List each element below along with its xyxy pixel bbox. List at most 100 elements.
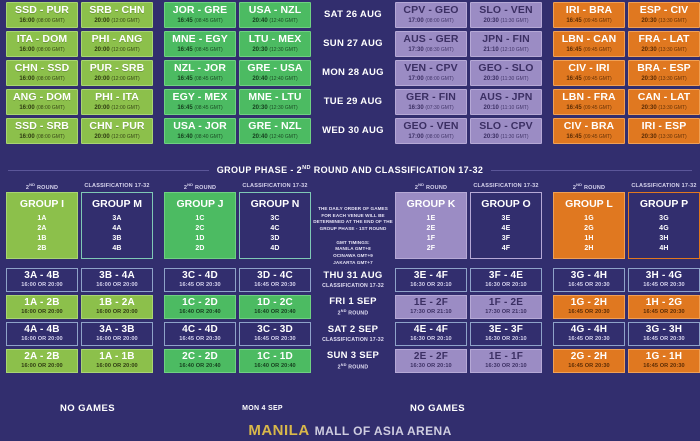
- match-cell[interactable]: 1F - 2E 17:30 OR 21:10: [470, 294, 542, 319]
- fixture-gmt: (12:00 GMT): [111, 17, 140, 24]
- match-cell[interactable]: 3H - 4G 16:45 OR 20:30: [628, 267, 700, 292]
- group-slot: 4E: [501, 224, 511, 232]
- fixture-time: 17:30 (08:30 GMT): [408, 46, 454, 53]
- group-box[interactable]: GROUP N 3C 4C 3D 4D: [239, 192, 311, 259]
- fixture-cell[interactable]: SLO - CPV 20:30 (11:30 GMT): [470, 117, 542, 144]
- fixture-cell[interactable]: GEO - VEN 17:00 (08:00 GMT): [395, 117, 467, 144]
- fixture-cell[interactable]: GRE - NZL 20:40 (12:40 GMT): [239, 117, 311, 144]
- fixture-cell[interactable]: CIV - BRA 16:45 (09:45 GMT): [553, 117, 625, 144]
- fixture-gmt: (13:30 GMT): [658, 104, 687, 111]
- match-cell[interactable]: 1G - 1H 16:45 OR 20:30: [628, 348, 700, 373]
- fixture-cell[interactable]: CPV - GEO 17:00 (08:00 GMT): [395, 1, 467, 28]
- fixture-cell[interactable]: CAN - LAT 20:30 (13:30 GMT): [628, 88, 700, 115]
- match-cell[interactable]: 1C - 1D 16:40 OR 20:40: [239, 348, 311, 373]
- fixture-cell[interactable]: LBN - FRA 16:45 (09:45 GMT): [553, 88, 625, 115]
- match-cell[interactable]: 3C - 4D 16:45 OR 20:30: [164, 267, 236, 292]
- match-cell[interactable]: 3B - 4A 16:00 OR 20:00: [81, 267, 153, 292]
- group-box[interactable]: GROUP M 3A 4A 3B 4B: [81, 192, 153, 259]
- fixture-cell[interactable]: PUR - SRB 20:00 (12:00 GMT): [81, 59, 153, 86]
- match-cell[interactable]: 1B - 2A 16:00 OR 20:00: [81, 294, 153, 319]
- match-cell[interactable]: 3A - 3B 16:00 OR 20:00: [81, 321, 153, 346]
- match-cell[interactable]: 1G - 2H 16:45 OR 20:30: [553, 294, 625, 319]
- fixture-cell[interactable]: ESP - CIV 20:30 (13:30 GMT): [628, 1, 700, 28]
- fixture-cell[interactable]: SLO - VEN 20:30 (11:30 GMT): [470, 1, 542, 28]
- fixture-cell[interactable]: JOR - GRE 16:45 (08:45 GMT): [164, 1, 236, 28]
- section-title-b: ROUND AND CLASSIFICATION 17-32: [310, 165, 484, 175]
- fixture-cell[interactable]: USA - JOR 16:40 (08:40 GMT): [164, 117, 236, 144]
- fixture-cell[interactable]: FRA - LAT 20:30 (13:30 GMT): [628, 30, 700, 57]
- match-cell[interactable]: 1A - 1B 16:00 OR 20:00: [81, 348, 153, 373]
- match-cell[interactable]: 2A - 2B 16:00 OR 20:00: [6, 348, 78, 373]
- fixture-cell[interactable]: ANG - DOM 16:00 (08:00 GMT): [6, 88, 78, 115]
- fixture-time: 16:45 (08:45 GMT): [177, 104, 223, 111]
- match-teams: 1G - 1H: [645, 350, 683, 362]
- group-box[interactable]: GROUP P 3G 4G 3H 4H: [628, 192, 700, 259]
- fixture-cell[interactable]: SSD - SRB 16:00 (08:00 GMT): [6, 117, 78, 144]
- match-cell[interactable]: 1A - 2B 16:00 OR 20:00: [6, 294, 78, 319]
- fixture-time: 16:45 (09:45 GMT): [566, 75, 612, 82]
- fixture-cell[interactable]: LBN - CAN 16:45 (09:45 GMT): [553, 30, 625, 57]
- match-cell[interactable]: 1E - 2F 17:30 OR 21:10: [395, 294, 467, 319]
- fixture-cell[interactable]: SRB - CHN 20:00 (12:00 GMT): [81, 1, 153, 28]
- fixture-cell[interactable]: USA - NZL 20:40 (12:40 GMT): [239, 1, 311, 28]
- match-cell[interactable]: 3D - 4C 16:45 OR 20:30: [239, 267, 311, 292]
- match-cell[interactable]: 3C - 3D 16:45 OR 20:30: [239, 321, 311, 346]
- match-cell[interactable]: 3F - 4E 16:30 OR 20:10: [470, 267, 542, 292]
- match-cell[interactable]: 2E - 2F 16:30 OR 20:10: [395, 348, 467, 373]
- group-name: GROUP M: [92, 198, 142, 210]
- match-cell[interactable]: 4G - 4H 16:45 OR 20:30: [553, 321, 625, 346]
- fixture-cell[interactable]: AUS - GER 17:30 (08:30 GMT): [395, 30, 467, 57]
- fixture-cell[interactable]: JPN - FIN 21:10 (12:10 GMT): [470, 30, 542, 57]
- fixture-cell[interactable]: SSD - PUR 16:00 (08:00 GMT): [6, 1, 78, 28]
- fixture-cell[interactable]: ITA - DOM 16:00 (08:00 GMT): [6, 30, 78, 57]
- fixture-cell[interactable]: GEO - SLO 20:30 (11:30 GMT): [470, 59, 542, 86]
- match-cell[interactable]: 2G - 2H 16:45 OR 20:30: [553, 348, 625, 373]
- fixture-cell[interactable]: IRI - ESP 20:30 (13:30 GMT): [628, 117, 700, 144]
- fixture-cell[interactable]: MNE - EGY 16:45 (08:45 GMT): [164, 30, 236, 57]
- match-cell[interactable]: 4A - 4B 16:00 OR 20:00: [6, 321, 78, 346]
- fixture-time: 20:30 (13:30 GMT): [641, 46, 687, 53]
- fixture-cell[interactable]: GER - FIN 16:30 (07:30 GMT): [395, 88, 467, 115]
- fixture-time: 16:00 (08:00 GMT): [19, 17, 65, 24]
- match-time: 16:00 OR 20:00: [96, 335, 138, 342]
- fixture-cell[interactable]: AUS - JPN 20:10 (11:10 GMT): [470, 88, 542, 115]
- fixture-cell[interactable]: CIV - IRI 16:45 (09:45 GMT): [553, 59, 625, 86]
- fixture-cell[interactable]: MNE - LTU 20:30 (12:30 GMT): [239, 88, 311, 115]
- match-cell[interactable]: 1D - 2C 16:40 OR 20:40: [239, 294, 311, 319]
- fixture-teams: LBN - CAN: [561, 33, 617, 46]
- fixture-time: 20:30 (13:30 GMT): [641, 104, 687, 111]
- fixture-cell[interactable]: BRA - ESP 20:30 (13:30 GMT): [628, 59, 700, 86]
- fixture-cell[interactable]: NZL - JOR 16:45 (08:45 GMT): [164, 59, 236, 86]
- fixture-cell[interactable]: CHN - PUR 20:00 (12:00 GMT): [81, 117, 153, 144]
- fixture-cell[interactable]: CHN - SSD 16:00 (08:00 GMT): [6, 59, 78, 86]
- match-cell[interactable]: 3E - 3F 16:30 OR 20:10: [470, 321, 542, 346]
- match-cell[interactable]: 2C - 2D 16:40 OR 20:40: [164, 348, 236, 373]
- fixture-cell[interactable]: PHI - ITA 20:00 (12:00 GMT): [81, 88, 153, 115]
- match-cell[interactable]: 3G - 3H 16:45 OR 20:30: [628, 321, 700, 346]
- match-cell[interactable]: 4C - 4D 16:45 OR 20:30: [164, 321, 236, 346]
- match-cell[interactable]: 3E - 4F 16:30 OR 20:10: [395, 267, 467, 292]
- group-box[interactable]: GROUP I 1A 2A 1B 2B: [6, 192, 78, 259]
- fixture-cell[interactable]: VEN - CPV 17:00 (08:00 GMT): [395, 59, 467, 86]
- fixture-gmt: (13:30 GMT): [658, 46, 687, 53]
- match-cell[interactable]: 1H - 2G 16:45 OR 20:30: [628, 294, 700, 319]
- match-cell[interactable]: 3G - 4H 16:45 OR 20:30: [553, 267, 625, 292]
- group-box[interactable]: GROUP O 3E 4E 3F 4F: [470, 192, 542, 259]
- fixture-cell[interactable]: LTU - MEX 20:30 (12:30 GMT): [239, 30, 311, 57]
- group-box[interactable]: GROUP K 1E 2E 1F 2F: [395, 192, 467, 259]
- fixture-cell[interactable]: IRI - BRA 16:45 (09:45 GMT): [553, 1, 625, 28]
- group-box[interactable]: GROUP J 1C 2C 1D 2D: [164, 192, 236, 259]
- fixture-cell[interactable]: GRE - USA 20:40 (12:40 GMT): [239, 59, 311, 86]
- match-cell[interactable]: 1C - 2D 16:40 OR 20:40: [164, 294, 236, 319]
- match-cell[interactable]: 4E - 4F 16:30 OR 20:10: [395, 321, 467, 346]
- group-slot: 4A: [112, 224, 122, 232]
- fixture-cell[interactable]: PHI - ANG 20:00 (12:00 GMT): [81, 30, 153, 57]
- fixture-cell[interactable]: EGY - MEX 16:45 (08:45 GMT): [164, 88, 236, 115]
- note-line: GROUP PHASE - 1ST ROUND: [319, 225, 387, 231]
- fixture-time: 17:00 (08:00 GMT): [408, 133, 454, 140]
- group-box[interactable]: GROUP L 1G 2G 1H 2H: [553, 192, 625, 259]
- match-cell[interactable]: 3A - 4B 16:00 OR 20:00: [6, 267, 78, 292]
- match-cell[interactable]: 1E - 1F 16:30 OR 20:10: [470, 348, 542, 373]
- fixture-teams: GEO - SLO: [478, 62, 534, 75]
- fixture-row: SSD - PUR 16:00 (08:00 GMT) SRB - CHN 20:00…: [0, 0, 700, 29]
